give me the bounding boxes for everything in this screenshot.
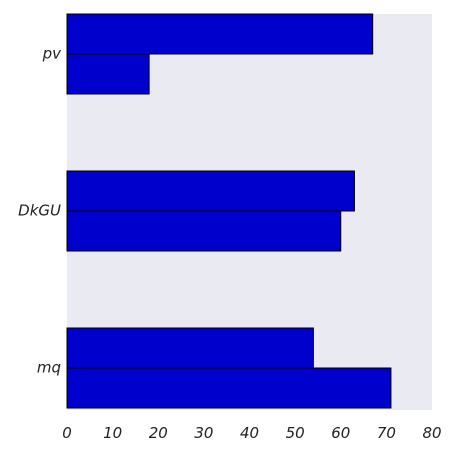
bars-group [66, 13, 392, 409]
x-tick-label-70: 70 [377, 424, 396, 442]
category-labels: pv DkGU mq [18, 45, 62, 377]
bar-pv-series-2 [66, 53, 150, 95]
x-tick-label-0: 0 [62, 424, 72, 442]
bar-DkGU-series-2 [66, 210, 342, 252]
bar-pv-series-1 [66, 13, 374, 55]
x-tick-labels: 0 10 20 30 40 50 60 70 80 [62, 424, 441, 442]
x-tick-label-50: 50 [286, 424, 305, 442]
category-label-mq: mq [37, 359, 61, 377]
x-tick-label-10: 10 [103, 424, 122, 442]
bar-mq-series-2 [66, 367, 392, 409]
bar-DkGU-series-1 [66, 170, 355, 212]
category-label-DkGU: DkGU [18, 202, 61, 220]
x-tick-label-60: 60 [331, 424, 350, 442]
bar-mq-series-1 [66, 327, 314, 369]
category-label-pv: pv [42, 45, 63, 63]
x-tick-label-80: 80 [422, 424, 441, 442]
x-tick-label-40: 40 [240, 424, 259, 442]
x-tick-label-20: 20 [149, 424, 168, 442]
x-tick-label-30: 30 [194, 424, 213, 442]
